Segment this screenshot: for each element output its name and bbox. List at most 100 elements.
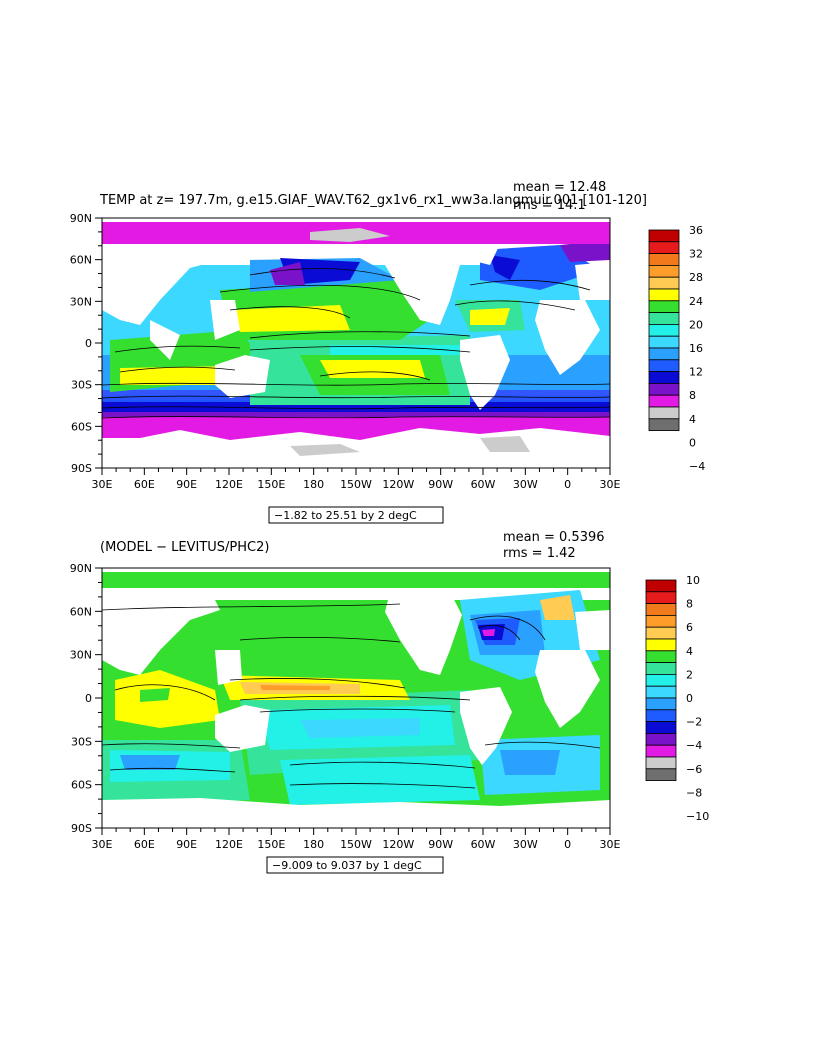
bottom-colorbar-label: −10	[686, 810, 709, 823]
bottom-colorbar-swatch	[645, 768, 677, 781]
bottom-ytick-label: 30S	[71, 735, 92, 748]
top-xtick-label: 30E	[600, 478, 621, 491]
bottom-range-label: −9.009 to 9.037 by 1 degC	[272, 859, 422, 872]
top-rms-label: rms = 14.1	[513, 198, 586, 213]
bottom-colorbar-label: −2	[686, 716, 702, 729]
bottom-colorbar-swatch	[645, 674, 677, 687]
top-colorbar-swatch	[648, 241, 680, 255]
top-panel: mean = 12.48 TEMP at z= 197.7m, g.e15.GI…	[70, 180, 705, 524]
top-colorbar-label: 16	[689, 342, 703, 355]
bottom-colorbar-label: −6	[686, 763, 702, 776]
top-colorbar-swatch	[648, 300, 680, 313]
bottom-colorbar-swatch	[645, 756, 677, 770]
bottom-title: (MODEL − LEVITUS/PHC2)	[100, 540, 269, 555]
top-xtick-label: 0	[564, 478, 571, 491]
bottom-ytick-label: 90N	[70, 562, 92, 575]
bottom-colorbar-label: −8	[686, 786, 702, 799]
bottom-colorbar-swatch	[645, 721, 677, 734]
top-colorbar: 36 32 28 24 20 16 12 8 4 0 −4	[648, 224, 705, 473]
top-colorbar-swatch	[648, 288, 680, 302]
top-xtick-label: 30W	[513, 478, 538, 491]
bottom-colorbar-swatch	[645, 697, 677, 711]
top-colorbar-swatch	[648, 371, 680, 384]
top-colorbar-label: 0	[689, 436, 696, 449]
bottom-xtick-label: 30W	[513, 838, 538, 851]
top-map-field	[102, 218, 610, 468]
top-colorbar-swatch	[648, 406, 680, 420]
top-colorbar-swatch	[648, 394, 680, 408]
top-colorbar-swatch	[648, 323, 680, 337]
bottom-xtick-label: 120W	[382, 838, 414, 851]
bottom-colorbar-swatch	[645, 638, 677, 652]
top-ytick-label: 90S	[71, 462, 92, 475]
bottom-xtick-label: 60W	[471, 838, 496, 851]
bottom-xtick-label: 30E	[92, 838, 113, 851]
top-ytick-label: 60S	[71, 420, 92, 433]
top-colorbar-label: 8	[689, 389, 696, 402]
top-colorbar-swatch	[648, 359, 680, 372]
bottom-xtick-label: 120E	[215, 838, 243, 851]
bottom-xtick-label: 30E	[600, 838, 621, 851]
bottom-colorbar-swatch	[645, 744, 677, 758]
top-colorbar-label: 20	[689, 318, 703, 331]
bottom-colorbar-swatch	[645, 650, 677, 663]
bottom-colorbar-label: −4	[686, 739, 702, 752]
top-xtick-label: 150E	[257, 478, 285, 491]
top-mean-label: mean = 12.48	[513, 180, 606, 195]
bottom-map-field	[102, 568, 610, 828]
bottom-colorbar-label: 0	[686, 692, 693, 705]
bottom-panel: mean = 0.5396 (MODEL − LEVITUS/PHC2) rms…	[70, 530, 709, 874]
top-xtick-label: 90E	[176, 478, 197, 491]
top-colorbar-label: −4	[689, 460, 705, 473]
top-title: TEMP at z= 197.7m, g.e15.GIAF_WAV.T62_gx…	[99, 193, 647, 208]
bottom-xtick-label: 180	[303, 838, 324, 851]
bottom-ytick-label: 0	[85, 692, 92, 705]
top-colorbar-label: 12	[689, 366, 703, 379]
top-xtick-label: 120E	[215, 478, 243, 491]
top-colorbar-label: 4	[689, 413, 696, 426]
bottom-ytick-label: 90S	[71, 822, 92, 835]
bottom-colorbar-swatch	[645, 626, 677, 640]
top-ytick-label: 30N	[70, 295, 92, 308]
bottom-xtick-label: 60E	[134, 838, 155, 851]
top-colorbar-label: 28	[689, 271, 703, 284]
bottom-colorbar-swatch	[645, 579, 677, 593]
bottom-rms-label: rms = 1.42	[503, 546, 576, 561]
top-colorbar-label: 24	[689, 295, 703, 308]
top-ytick-label: 0	[85, 337, 92, 350]
bottom-colorbar-label: 8	[686, 598, 693, 611]
bottom-colorbar: 10 8 6 4 2 0 −2 −4 −6 −8 −10	[645, 574, 709, 823]
bottom-ytick-label: 60S	[71, 779, 92, 792]
bottom-colorbar-swatch	[645, 662, 677, 675]
bottom-xtick-label: 150E	[257, 838, 285, 851]
top-colorbar-swatch	[648, 229, 680, 243]
bottom-ytick-label: 30N	[70, 649, 92, 662]
top-colorbar-swatch	[648, 276, 680, 290]
top-colorbar-label: 36	[689, 224, 703, 237]
top-colorbar-swatch	[648, 347, 680, 361]
bottom-colorbar-swatch	[645, 709, 677, 722]
bottom-colorbar-swatch	[645, 603, 677, 616]
top-xtick-label: 150W	[340, 478, 372, 491]
top-xtick-label: 180	[303, 478, 324, 491]
bottom-xtick-label: 90W	[428, 838, 453, 851]
top-colorbar-swatch	[648, 264, 680, 278]
top-colorbar-swatch	[648, 335, 680, 349]
top-xtick-label: 120W	[382, 478, 414, 491]
top-range-box	[268, 506, 444, 524]
bottom-xtick-label: 0	[564, 838, 571, 851]
bottom-colorbar-label: 6	[686, 621, 693, 634]
bottom-colorbar-swatch	[645, 685, 677, 699]
top-xtick-label: 30E	[92, 478, 113, 491]
bottom-colorbar-swatch	[645, 615, 677, 628]
bottom-range-box	[266, 856, 444, 874]
top-xtick-label: 90W	[428, 478, 453, 491]
bottom-colorbar-label: 4	[686, 645, 693, 658]
top-axes: 30E 60E 90E 120E 150E 180 150W 120W 90W 60W 30W 0 30…	[70, 212, 621, 491]
top-xtick-label: 60E	[134, 478, 155, 491]
bottom-colorbar-label: 2	[686, 668, 693, 681]
bottom-colorbar-label: 10	[686, 574, 700, 587]
top-ytick-label: 90N	[70, 212, 92, 225]
bottom-mean-label: mean = 0.5396	[503, 530, 605, 545]
